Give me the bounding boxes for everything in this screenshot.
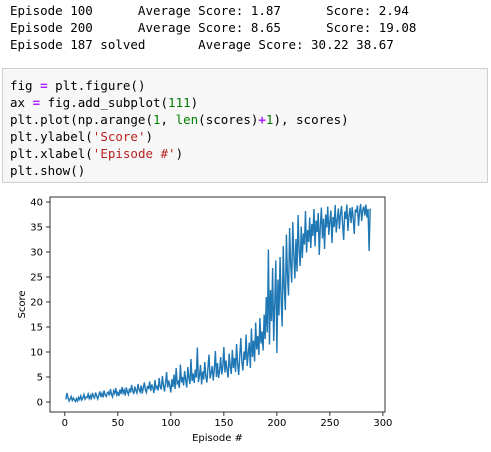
y-tick-label: 30 [30,248,43,259]
code-token: = [40,78,48,93]
code-token: 111 [168,95,191,110]
code-token: ) [190,95,199,110]
y-tick-label: 35 [30,223,43,234]
code-token: plt.plot(np.arange( [10,112,153,127]
output-line: Episode 187 solved Average Score: 30.22 … [10,37,394,52]
code-token: plt.ylabel( [10,129,93,144]
code-token: 1 [265,112,274,127]
code-cell[interactable]: fig = plt.figure() ax = fig.add_subplot(1… [2,68,488,183]
code-token: len [175,112,199,127]
code-token: ) [175,146,184,161]
y-tick-label: 25 [30,273,43,284]
code-token: plt.figure() [47,78,146,93]
code-token: + [258,112,266,127]
y-tick-label: 40 [30,198,43,209]
code-line: plt.ylabel('Score') [10,128,349,145]
code-line: ax = fig.add_subplot(111) [10,94,349,111]
code-token: fig.add_subplot( [40,95,169,110]
code: fig = plt.figure() ax = fig.add_subplot(1… [10,77,349,179]
y-tick-label: 10 [30,348,43,359]
x-tick-label: 300 [373,418,392,429]
x-tick-label: 50 [111,418,124,429]
code-line: plt.show() [10,162,349,179]
x-tick-label: 150 [214,418,233,429]
x-tick-label: 200 [267,418,286,429]
code-line: plt.xlabel('Episode #') [10,145,349,162]
x-tick-label: 100 [161,418,180,429]
code-line: plt.plot(np.arange(1, len(scores)+1), sc… [10,111,349,128]
cell-output: Episode 100 Average Score: 1.87 Score: 2… [10,2,416,53]
code-token: ) [145,129,154,144]
line [65,203,371,404]
code-token: plt.show() [10,163,86,178]
code-token: 'Score' [92,129,146,144]
code-token: (scores) [198,112,259,127]
x-tick-label: 0 [62,418,68,429]
y-tick-label: 0 [37,398,43,409]
code-token: plt.xlabel( [10,146,93,161]
chart: 0 50 100 150 200 250 300 0 5 10 15 20 25 30 35 40 Episod… [17,196,392,444]
y-tick-label: 15 [30,323,43,334]
output-line: Episode 200 Average Score: 8.65 Score: 1… [10,20,417,35]
plot-frame [49,196,386,413]
code-token: = [32,95,41,110]
y-axis-label: Score [17,290,28,318]
code-token: 'Episode #' [92,146,176,161]
y-tick-label: 20 [30,298,43,309]
x-axis-label: Episode # [192,433,243,444]
code-token: ), scores) [273,112,349,127]
code-token: , [160,112,176,127]
x-tick-label: 250 [320,418,339,429]
code-token: ax [10,95,33,110]
code-line: fig = plt.figure() [10,77,349,94]
output-line: Episode 100 Average Score: 1.87 Score: 2… [10,3,409,18]
y-tick-label: 5 [37,373,43,384]
code-token: 1 [153,112,161,127]
code-token: fig [10,78,41,93]
